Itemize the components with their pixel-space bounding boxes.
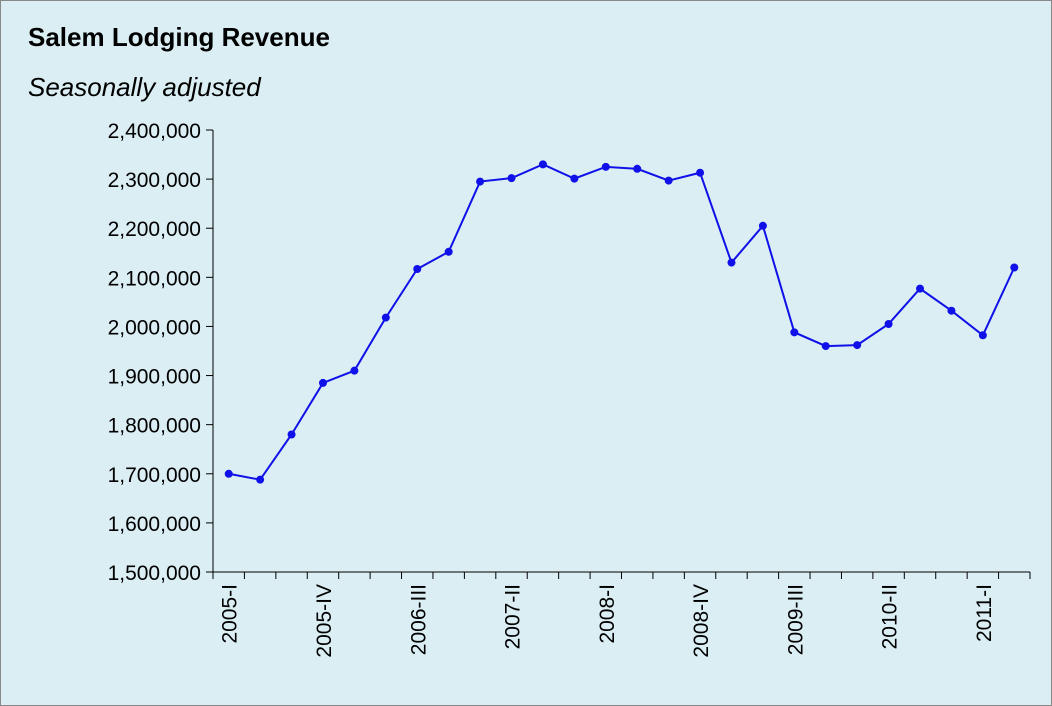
data-point: [633, 164, 642, 173]
data-point: [570, 174, 579, 183]
x-tick-label: 2008-I: [596, 584, 619, 644]
data-point: [287, 430, 296, 439]
data-point: [413, 264, 422, 273]
data-point: [224, 469, 233, 478]
x-tick-label: 2010-II: [879, 584, 902, 649]
x-tick-label: 2008-IV: [690, 584, 713, 658]
data-point: [696, 168, 705, 177]
data-point: [947, 306, 956, 315]
y-tick-label: 1,900,000: [108, 366, 201, 389]
data-point: [821, 342, 830, 351]
x-tick-label: 2009-III: [784, 584, 807, 655]
x-tick-label: 2011-I: [973, 584, 996, 642]
data-point: [758, 221, 767, 230]
data-point: [444, 247, 453, 256]
data-point: [916, 284, 925, 293]
data-point: [884, 319, 893, 328]
data-point: [664, 176, 673, 185]
data-point: [381, 313, 390, 322]
y-tick-label: 1,500,000: [108, 562, 201, 585]
y-tick-label: 1,600,000: [108, 513, 201, 536]
data-point: [1010, 263, 1019, 272]
y-tick-label: 2,400,000: [108, 120, 201, 143]
chart-title: Salem Lodging Revenue: [28, 22, 330, 52]
data-point: [538, 160, 547, 169]
y-tick-label: 1,700,000: [108, 464, 201, 487]
y-tick-label: 1,800,000: [108, 415, 201, 438]
data-point: [318, 378, 327, 387]
data-point: [507, 174, 516, 183]
y-tick-label: 2,000,000: [108, 316, 201, 339]
chart-subtitle: Seasonally adjusted: [28, 72, 262, 102]
data-point: [727, 258, 736, 267]
y-tick-label: 2,300,000: [108, 169, 201, 192]
data-point: [476, 177, 485, 186]
y-tick-label: 2,200,000: [108, 218, 201, 241]
data-point: [790, 328, 799, 337]
data-point: [350, 366, 359, 375]
x-tick-label: 2007-II: [502, 584, 525, 649]
data-point: [256, 475, 265, 484]
data-point: [978, 331, 987, 340]
y-tick-label: 2,100,000: [108, 267, 201, 290]
x-tick-label: 2005-IV: [313, 584, 336, 658]
data-point: [601, 162, 610, 171]
x-tick-label: 2006-III: [407, 584, 430, 655]
x-tick-label: 2005-I: [219, 584, 242, 644]
data-point: [853, 341, 862, 350]
series-line: [228, 163, 1016, 481]
